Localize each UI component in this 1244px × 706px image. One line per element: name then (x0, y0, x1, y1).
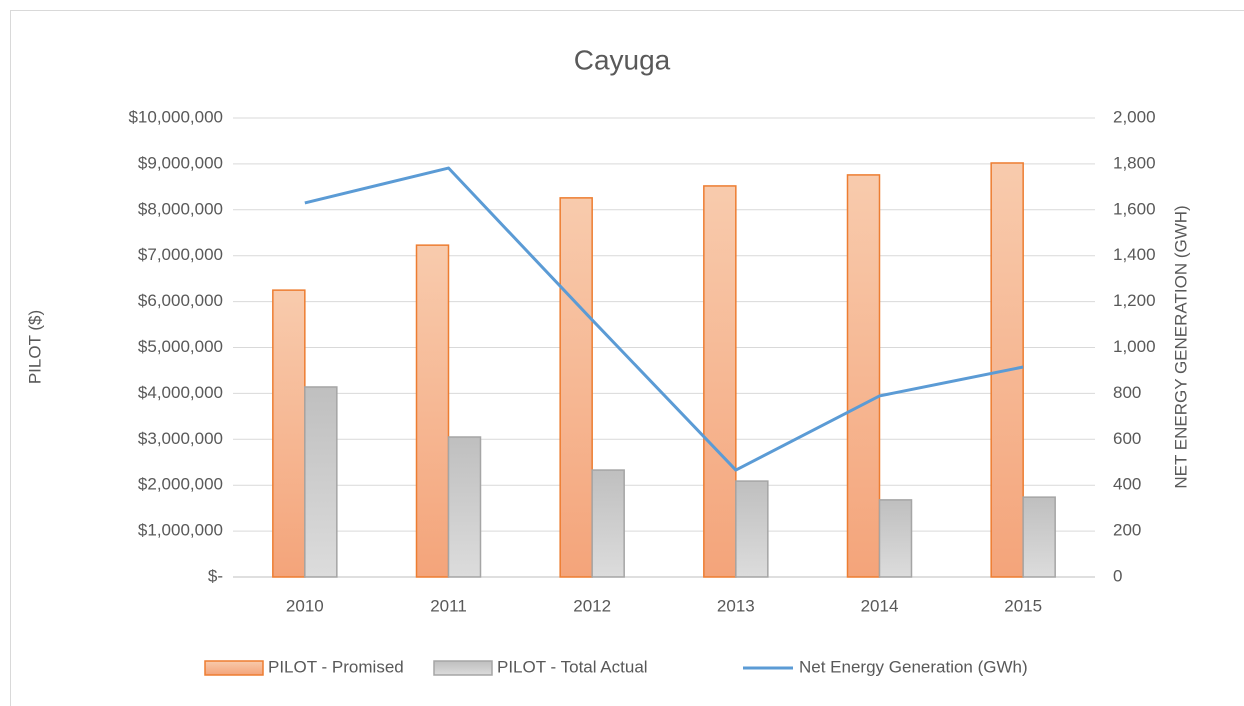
y2-tick-label: 800 (1113, 383, 1141, 402)
legend-label: PILOT - Promised (268, 657, 404, 676)
y-tick-label: $9,000,000 (138, 153, 223, 172)
x-tick-label: 2012 (573, 596, 611, 615)
y-axis-title: PILOT ($) (25, 310, 44, 384)
y-tick-label: $2,000,000 (138, 475, 223, 494)
bar (447, 436, 482, 578)
y2-tick-label: 1,200 (1113, 291, 1156, 310)
legend-label: Net Energy Generation (GWh) (799, 657, 1028, 676)
bar (591, 469, 625, 578)
y2-axis-title: NET ENERGY GENERATION (GWH) (1171, 205, 1190, 488)
y2-tick-label: 2,000 (1113, 107, 1156, 126)
chart-border (10, 10, 1244, 706)
legend-swatch (433, 660, 493, 676)
y2-tick-label: 1,400 (1113, 245, 1156, 264)
x-tick-label: 2013 (717, 596, 755, 615)
line-series (304, 166, 1024, 472)
legend-swatch (204, 660, 264, 676)
x-tick-label: 2010 (286, 596, 324, 615)
bar (846, 174, 881, 578)
bar (272, 289, 306, 578)
y-tick-label: $4,000,000 (138, 383, 223, 402)
y2-tick-label: 1,800 (1113, 153, 1156, 172)
y2-tick-label: 1,600 (1113, 199, 1156, 218)
y-tick-label: $3,000,000 (138, 429, 223, 448)
x-tick-label: 2011 (430, 596, 467, 615)
x-tick-label: 2015 (1004, 596, 1042, 615)
y2-tick-label: 600 (1113, 429, 1141, 448)
y-tick-label: $- (208, 566, 223, 585)
legend-label: PILOT - Total Actual (497, 657, 648, 676)
bar (415, 244, 450, 578)
y2-tick-label: 200 (1113, 521, 1141, 540)
y-tick-label: $5,000,000 (138, 337, 223, 356)
y-tick-label: $6,000,000 (138, 291, 223, 310)
bar (559, 197, 593, 578)
y-tick-label: $1,000,000 (138, 521, 223, 540)
y-tick-label: $10,000,000 (128, 107, 223, 126)
chart-title: Cayuga (574, 44, 671, 75)
bar (1022, 496, 1056, 578)
bar (878, 499, 913, 578)
y2-tick-label: 0 (1113, 566, 1122, 585)
x-tick-label: 2014 (861, 596, 899, 615)
y2-tick-label: 400 (1113, 475, 1141, 494)
bar (703, 185, 737, 578)
y-tick-label: $7,000,000 (138, 245, 223, 264)
y-tick-label: $8,000,000 (138, 199, 223, 218)
y2-tick-label: 1,000 (1113, 337, 1156, 356)
bar (304, 386, 338, 578)
bar (735, 480, 769, 578)
